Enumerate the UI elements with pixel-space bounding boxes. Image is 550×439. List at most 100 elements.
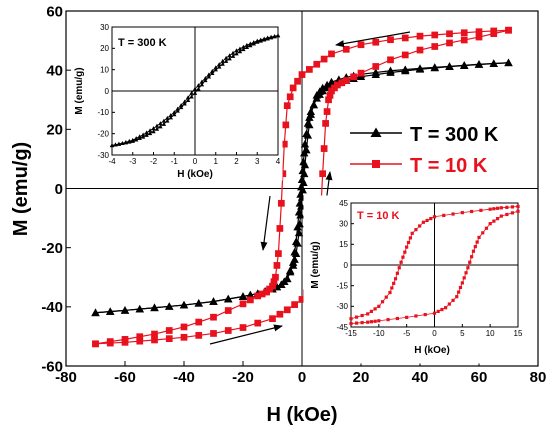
- data-point-square: [470, 255, 474, 259]
- data-point-square: [366, 312, 370, 316]
- data-point-triangle: [144, 130, 149, 135]
- data-point-triangle: [161, 121, 167, 126]
- legend-triangle-marker: [370, 127, 382, 137]
- data-point-triangle: [227, 56, 232, 61]
- data-point-triangle: [268, 35, 274, 40]
- data-point-triangle: [161, 118, 167, 123]
- data-point-square: [429, 217, 433, 221]
- data-point-triangle: [147, 128, 153, 133]
- data-point-triangle: [194, 299, 203, 307]
- data-point-square: [473, 245, 477, 249]
- data-point-square: [366, 320, 370, 324]
- data-point-square: [414, 228, 418, 232]
- y-tick-label: 30: [100, 23, 109, 32]
- y-tick-label: 60: [46, 3, 63, 20]
- data-point-square: [505, 212, 509, 217]
- x-tick-label: 0: [193, 157, 198, 166]
- data-point-triangle: [238, 292, 248, 300]
- data-point-square: [247, 296, 254, 304]
- data-point-triangle: [237, 49, 243, 54]
- data-point-triangle: [445, 62, 454, 70]
- data-point-square: [421, 220, 425, 224]
- data-point-square: [373, 307, 377, 311]
- data-point-triangle: [241, 47, 246, 52]
- data-point-triangle: [371, 70, 380, 78]
- data-point-triangle: [106, 307, 115, 315]
- data-point-triangle: [185, 95, 191, 100]
- data-point-square: [488, 222, 492, 226]
- data-point-triangle: [300, 139, 310, 148]
- y-tick-label: 0: [55, 181, 63, 198]
- data-point-triangle: [140, 134, 146, 139]
- data-point-triangle: [127, 139, 132, 144]
- data-point-square: [451, 298, 455, 302]
- data-point-square: [387, 56, 394, 64]
- data-point-square: [401, 34, 409, 42]
- data-point-triangle: [255, 39, 260, 44]
- data-point-square: [484, 226, 489, 230]
- data-point-triangle: [504, 58, 513, 67]
- data-point-square: [380, 300, 385, 304]
- data-point-square: [319, 170, 327, 178]
- data-point-triangle: [283, 274, 292, 283]
- data-point-triangle: [140, 132, 146, 137]
- data-point-square: [432, 311, 437, 315]
- inset-300k-y-label: M (emu/g): [74, 67, 85, 114]
- data-point-square: [342, 45, 350, 53]
- data-point-triangle: [293, 222, 302, 231]
- data-point-triangle: [415, 65, 425, 73]
- data-point-square: [458, 285, 463, 290]
- data-point-square: [276, 225, 284, 232]
- legend: T = 300 K T = 10 K: [350, 124, 499, 177]
- y-tick-label: 45: [339, 199, 348, 208]
- data-point-triangle: [217, 64, 222, 69]
- data-point-triangle: [165, 115, 170, 120]
- inset-300k-x-label: H (kOe): [177, 169, 213, 180]
- data-point-triangle: [165, 302, 174, 310]
- data-point-square: [286, 93, 294, 101]
- data-point-triangle: [206, 74, 212, 79]
- data-point-square: [462, 276, 466, 280]
- inset-10k-series: [349, 204, 520, 326]
- inset-10k-x-label: H (kOe): [414, 345, 450, 356]
- data-point-square: [460, 36, 468, 44]
- data-point-triangle: [296, 190, 305, 198]
- data-point-square: [457, 290, 461, 294]
- data-point-triangle: [251, 41, 256, 46]
- data-point-triangle: [295, 199, 304, 207]
- data-point-triangle: [223, 55, 229, 60]
- x-tick-label: 10: [486, 329, 495, 338]
- x-tick-label: -3: [129, 157, 137, 166]
- data-point-square: [418, 224, 422, 228]
- data-point-square: [440, 307, 444, 312]
- data-point-square: [306, 66, 313, 73]
- data-point-triangle: [244, 42, 250, 47]
- data-point-triangle: [209, 297, 218, 305]
- main-series-layer: [91, 26, 513, 348]
- y-tick-label: 0: [105, 87, 110, 96]
- data-point-square: [425, 218, 429, 223]
- data-point-square: [334, 81, 341, 89]
- data-point-square: [388, 290, 392, 295]
- data-point-square: [338, 79, 346, 87]
- data-point-triangle: [297, 182, 306, 191]
- data-point-square: [151, 330, 158, 338]
- x-tick-label: 60: [471, 369, 488, 386]
- y-tick-label: -60: [41, 358, 63, 375]
- x-tick-label: -1: [171, 157, 179, 166]
- data-point-triangle: [306, 107, 316, 115]
- x-tick-label: 15: [514, 329, 523, 338]
- data-point-triangle: [154, 123, 160, 128]
- data-point-triangle: [165, 118, 170, 123]
- data-point-triangle: [196, 86, 201, 91]
- data-point-square: [276, 310, 284, 318]
- data-point-triangle: [241, 44, 246, 49]
- data-point-square: [406, 240, 411, 245]
- x-tick-label: -40: [173, 369, 195, 386]
- data-point-square: [488, 207, 492, 211]
- data-point-triangle: [297, 175, 307, 183]
- data-point-triangle: [220, 58, 225, 63]
- data-point-square: [372, 63, 380, 70]
